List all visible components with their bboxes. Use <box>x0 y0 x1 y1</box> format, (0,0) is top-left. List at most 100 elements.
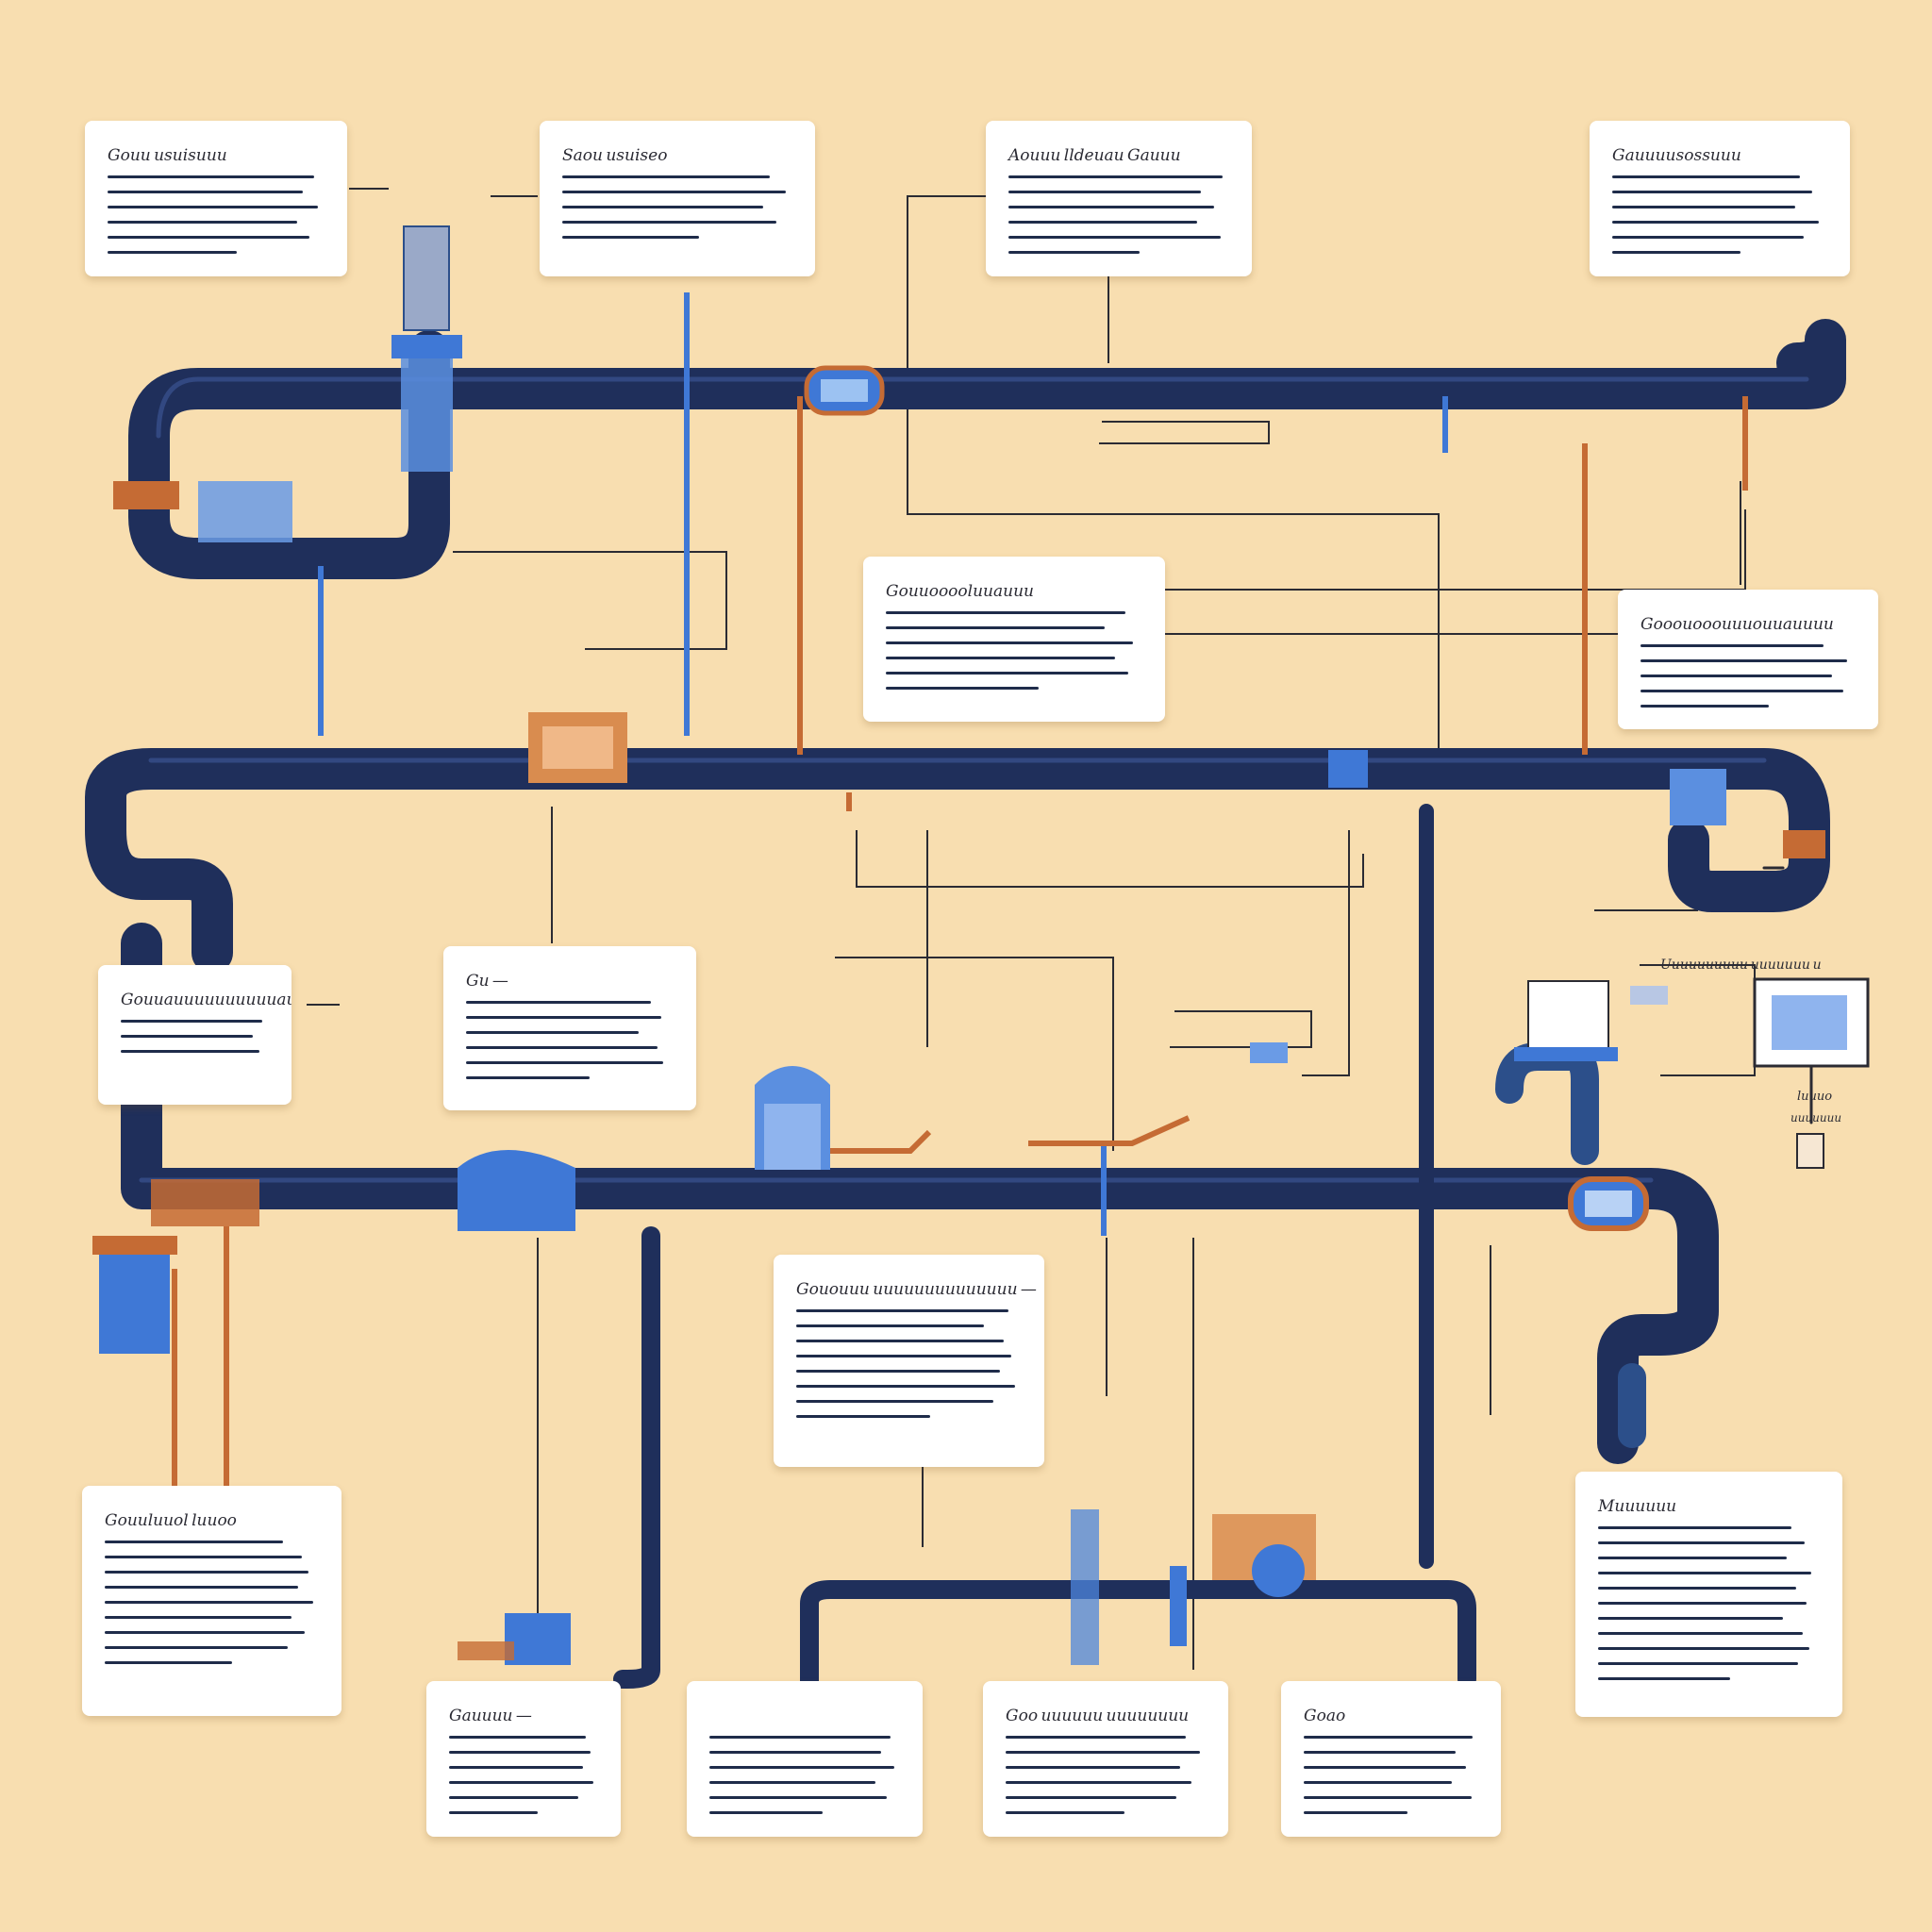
text-line <box>449 1811 538 1814</box>
info-card-11: Gauuuu — <box>426 1681 621 1837</box>
monitor-icon <box>804 365 885 416</box>
text-line <box>1304 1736 1474 1739</box>
text-line <box>562 191 787 193</box>
text-line <box>1006 1751 1200 1754</box>
text-line <box>1641 675 1833 677</box>
orange-pipe <box>1028 1115 1191 1146</box>
panel-caption: Uuuuuuuuuu uuuuuuu u <box>1660 958 1822 973</box>
text-line <box>1598 1677 1730 1680</box>
text-line <box>108 191 304 193</box>
text-lines <box>562 175 791 239</box>
connector-wire <box>835 957 1114 1151</box>
text-line <box>1612 236 1805 239</box>
text-line <box>108 251 237 254</box>
card-title <box>709 1706 898 1726</box>
valve-icon <box>1170 1566 1187 1646</box>
valve-icon <box>1328 750 1368 788</box>
text-line <box>1006 1796 1176 1799</box>
building-icon <box>113 481 292 542</box>
tower-icon <box>391 225 462 472</box>
text-line <box>1598 1617 1783 1620</box>
card-title: Gooouooouuuouuauuuu <box>1641 615 1834 634</box>
text-line <box>796 1340 1005 1342</box>
text-line <box>1006 1781 1192 1784</box>
text-line <box>562 236 700 239</box>
text-line <box>466 1046 658 1049</box>
valve-icon <box>1250 1042 1288 1063</box>
text-line <box>1008 175 1224 178</box>
text-line <box>1612 221 1820 224</box>
connector-wire <box>907 195 1440 766</box>
text-line <box>1008 251 1141 254</box>
orange-pipe <box>830 1129 932 1154</box>
card-title: Gouu usuisuuu <box>108 146 227 165</box>
text-line <box>1008 191 1202 193</box>
text-line <box>796 1400 993 1403</box>
small-caption-1: luuuo <box>1797 1090 1833 1104</box>
text-lines <box>1641 644 1854 708</box>
text-lines <box>105 1541 317 1664</box>
text-line <box>796 1355 1011 1357</box>
text-line <box>1598 1602 1807 1605</box>
building-icon <box>92 1179 259 1354</box>
text-line <box>449 1766 583 1769</box>
card-title: Gououuu uuuuuuuuuuuuuu — <box>796 1280 1037 1299</box>
text-line <box>1008 206 1215 208</box>
small-caption-2: uuuuuuu <box>1790 1111 1842 1124</box>
text-line <box>449 1751 591 1754</box>
text-line <box>562 175 771 178</box>
info-card-15: Muuuuuu <box>1575 1472 1842 1717</box>
pipe-lower <box>120 923 1719 1464</box>
building-icon <box>1071 1509 1316 1665</box>
text-lines <box>1612 175 1825 254</box>
text-line <box>121 1035 253 1038</box>
connector-wire <box>453 551 727 650</box>
text-line <box>796 1309 1009 1312</box>
connector-wire <box>856 830 1364 888</box>
text-line <box>1598 1647 1809 1650</box>
info-card-1: Gouu usuisuuu <box>85 121 347 276</box>
building-icon <box>1670 769 1825 858</box>
text-line <box>466 1001 652 1004</box>
text-line <box>105 1661 232 1664</box>
text-line <box>108 221 297 224</box>
text-line <box>709 1811 823 1814</box>
text-line <box>108 236 310 239</box>
connector-wire <box>1099 421 1270 444</box>
connector-wire <box>1170 1010 1312 1048</box>
text-line <box>796 1370 1000 1373</box>
text-lines <box>466 1001 672 1079</box>
text-line <box>1304 1796 1472 1799</box>
text-line <box>886 611 1125 614</box>
text-lines <box>1008 175 1227 254</box>
dome-station-icon <box>755 1066 830 1170</box>
info-card-2: Saou usuiseo <box>540 121 815 276</box>
text-line <box>886 672 1128 675</box>
card-title: Gauuuusossuuu <box>1612 146 1741 165</box>
card-title: Gauuuu — <box>449 1707 532 1725</box>
text-line <box>1612 251 1740 254</box>
text-line <box>1612 206 1796 208</box>
card-title: Goo uuuuuu uuuuuuuu <box>1006 1707 1190 1725</box>
valve-icon <box>1630 986 1668 1005</box>
monitor-icon <box>1514 980 1618 1061</box>
text-line <box>709 1766 894 1769</box>
card-title: Gouuauuuuuuuuuuau <box>121 991 291 1009</box>
connector-wire <box>1302 830 1350 1076</box>
text-line <box>886 626 1106 629</box>
text-line <box>1598 1541 1806 1544</box>
card-title: Saou usuiseo <box>562 146 668 165</box>
text-line <box>1008 221 1197 224</box>
text-line <box>105 1646 288 1649</box>
text-line <box>709 1751 881 1754</box>
text-line <box>562 206 763 208</box>
text-line <box>466 1061 664 1064</box>
info-card-6: Gooouooouuuouuauuuu <box>1618 590 1878 729</box>
text-lines <box>108 175 323 254</box>
info-card-4: Gauuuusossuuu <box>1590 121 1850 276</box>
text-line <box>466 1016 662 1019</box>
pipe-bottom <box>613 1226 660 1689</box>
pipe-top <box>128 319 1846 579</box>
info-card-3: Aouuu lldeuau Gauuu <box>986 121 1252 276</box>
